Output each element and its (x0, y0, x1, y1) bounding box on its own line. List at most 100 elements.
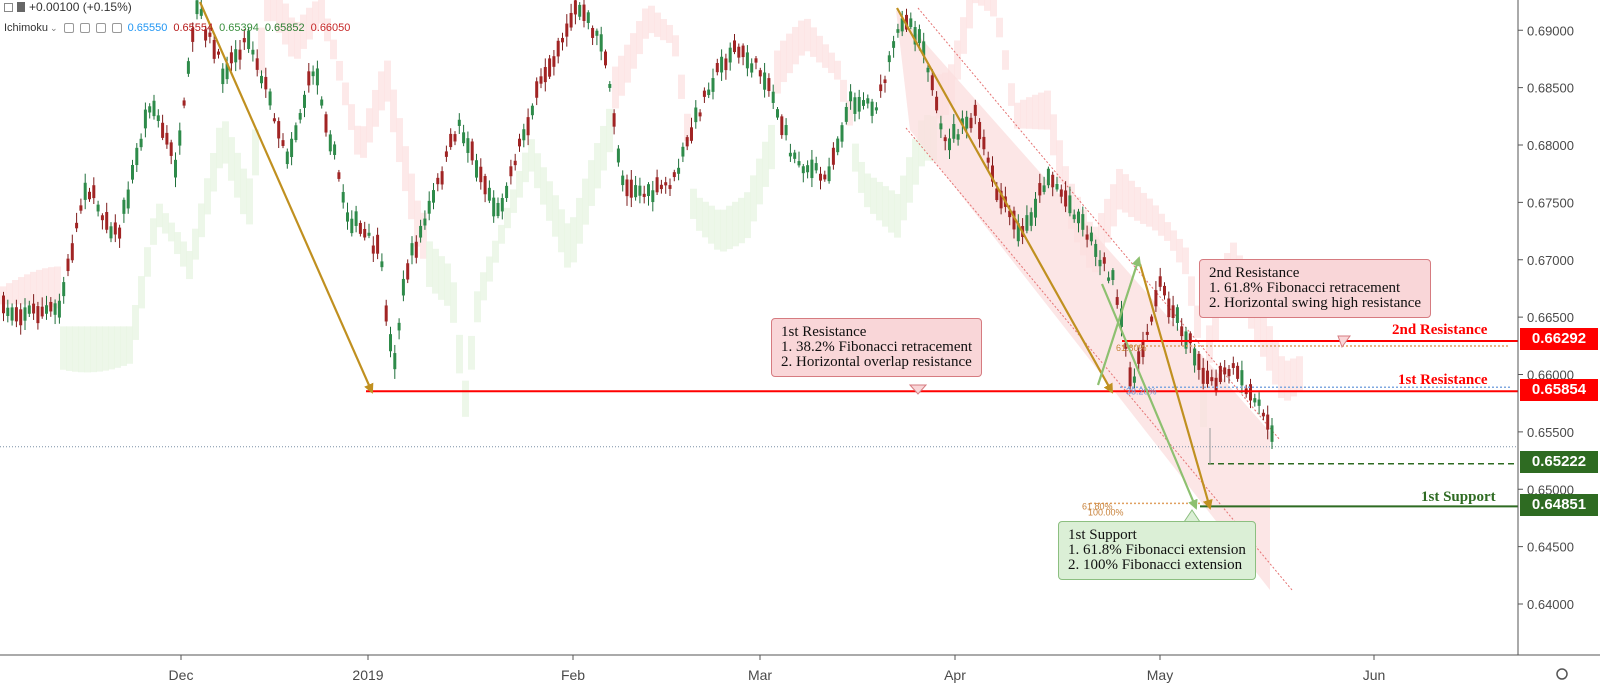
candle-body (1163, 285, 1166, 296)
candle-body (638, 185, 642, 196)
candle-body (917, 29, 921, 44)
candle-body (475, 160, 478, 178)
cloud-segment (1146, 198, 1153, 227)
cloud-segment (402, 146, 409, 192)
candle-body (573, 0, 577, 15)
candle-body (616, 148, 620, 163)
candle-body (1008, 210, 1012, 218)
time-tick-label: 2019 (352, 667, 383, 683)
cloud-segment (120, 326, 127, 366)
candle-body (522, 129, 526, 141)
cloud-segment (972, 0, 979, 4)
candle-body (513, 160, 517, 166)
cloud-segment (264, 0, 271, 22)
cloud-segment (432, 248, 439, 294)
candle-body (1171, 305, 1175, 318)
chevron-down-icon[interactable]: ⌄ (50, 22, 58, 33)
cloud-segment (480, 272, 487, 301)
candle-body (346, 212, 349, 222)
cloud-segment (1140, 192, 1147, 224)
candle-body (926, 67, 930, 73)
candle-body (857, 96, 861, 112)
cloud-segment (1020, 99, 1027, 129)
candle-body (956, 134, 960, 140)
candle-body (414, 241, 418, 258)
cloud-segment (186, 251, 193, 280)
cloud-segment (18, 277, 25, 305)
candle-body (75, 222, 79, 229)
candle-body (758, 70, 762, 77)
cloud-segment (1212, 300, 1219, 341)
cloud-segment (648, 5, 655, 34)
candle-body (548, 58, 552, 77)
candle-body (290, 138, 294, 158)
collapse-icon[interactable] (4, 2, 13, 12)
candle-body (444, 151, 448, 157)
cloud-segment (750, 175, 757, 222)
candle-body (935, 96, 939, 111)
candle-body (1115, 297, 1119, 305)
cloud-segment (1158, 213, 1165, 236)
cloud-segment (1176, 238, 1183, 263)
cloud-segment (252, 129, 259, 176)
candle-body (66, 258, 70, 272)
candle-body (470, 141, 474, 161)
candle-body (578, 4, 582, 17)
cloud-segment (1272, 341, 1279, 385)
candle-body (242, 38, 246, 43)
candle-body (234, 49, 238, 63)
eye-icon[interactable] (63, 23, 74, 33)
gear-icon[interactable] (1556, 668, 1568, 680)
cloud-segment (1122, 174, 1129, 213)
candle-body (1068, 195, 1072, 214)
candle-body (543, 67, 547, 83)
cloud-segment (828, 52, 835, 74)
candle-body (1016, 223, 1020, 242)
candle-body (436, 177, 440, 185)
candle-body (440, 171, 444, 185)
candle-body (165, 132, 169, 145)
candle-body (681, 146, 685, 157)
candle-body (264, 76, 268, 90)
candle-body (135, 147, 139, 166)
candle-body (969, 117, 973, 129)
close-icon[interactable] (111, 23, 122, 33)
candle-body (126, 189, 130, 209)
candle-body (784, 125, 788, 136)
candle-body (612, 113, 616, 127)
cloud-segment (294, 21, 301, 59)
settings-icon[interactable] (79, 23, 90, 33)
cloud-segment (1026, 97, 1033, 129)
cloud-segment (912, 138, 919, 185)
candle-body (664, 182, 668, 186)
source-icon[interactable] (95, 23, 106, 33)
chart-legend: +0.00100 (+0.15%) (4, 0, 132, 14)
candle-body (1141, 339, 1145, 358)
cloud-segment (486, 256, 493, 282)
cloud-segment (342, 82, 349, 106)
candle-body (83, 182, 87, 200)
candle-body (948, 138, 951, 151)
candle-body (315, 68, 319, 86)
candle-body (281, 140, 285, 146)
cloud-segment (822, 44, 829, 68)
candle-body (2, 295, 5, 314)
cloud-segment (24, 274, 31, 305)
cloud-segment (1260, 311, 1267, 357)
cloud-segment (606, 108, 613, 153)
price-tick-label: 0.66500 (1527, 310, 1574, 325)
candle-body (1107, 277, 1111, 281)
cloud-segment (108, 326, 115, 370)
candle-body (552, 56, 556, 67)
cloud-segment (1002, 50, 1009, 70)
cloud-segment (72, 326, 79, 372)
cloud-segment (540, 167, 547, 205)
candle-body (457, 119, 461, 126)
price-change: +0.00100 (+0.15%) (29, 0, 132, 14)
candle-body (45, 305, 48, 314)
candle-body (156, 115, 160, 122)
cloud-segment (360, 126, 367, 158)
cloud-segment (546, 181, 553, 221)
candle-body (389, 334, 392, 352)
